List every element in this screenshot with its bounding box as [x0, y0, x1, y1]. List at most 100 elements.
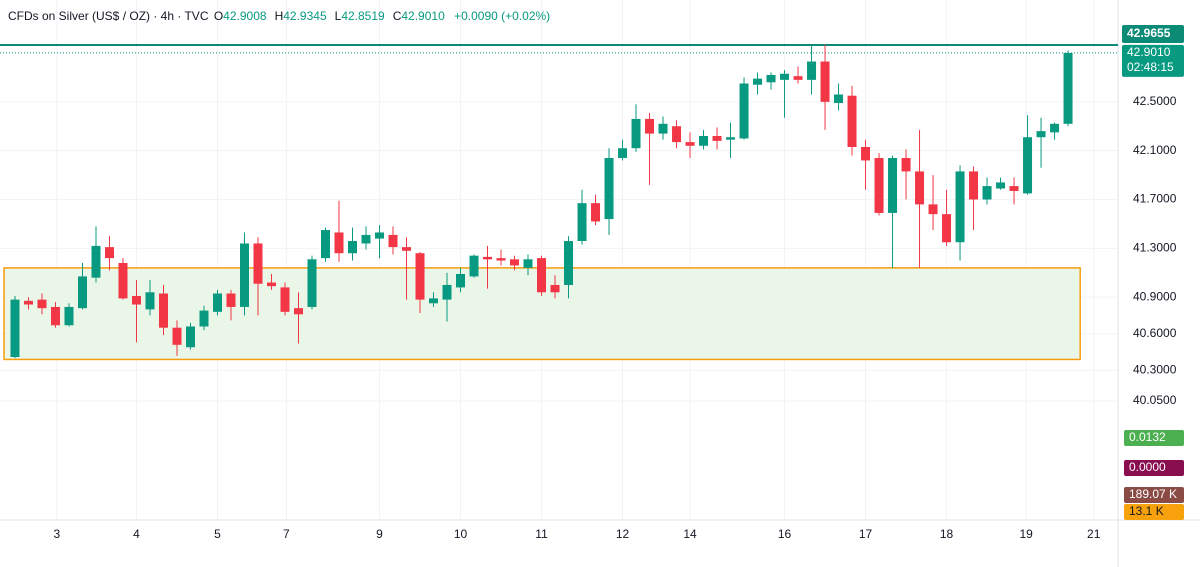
x-tick-label: 17: [859, 527, 873, 541]
chart-title: CFDs on Silver (US$ / OZ) · 4h · TVC: [8, 9, 209, 23]
candle-body: [982, 186, 992, 200]
candle-body: [77, 276, 87, 309]
candle-body: [212, 293, 222, 312]
candle-body: [104, 247, 114, 259]
legend-header: CFDs on Silver (US$ / OZ) · 4h · TVC O42…: [8, 9, 556, 23]
y-tick-label: 40.6000: [1133, 326, 1177, 340]
indicator-label: 0.0132: [1129, 430, 1166, 444]
candle-body: [888, 157, 898, 213]
indicator-label: 0.0000: [1129, 460, 1166, 474]
candle-body: [294, 308, 304, 315]
candle-body: [375, 232, 385, 239]
ohlc-value: 42.9345: [283, 9, 327, 23]
candle-body: [766, 74, 776, 83]
x-tick-label: 19: [1020, 527, 1034, 541]
candle-body: [739, 83, 749, 139]
candle-body: [820, 61, 830, 102]
candle-body: [50, 306, 60, 326]
candle-body: [645, 118, 655, 134]
candle-body: [1036, 131, 1046, 138]
x-tick-label: 11: [535, 527, 548, 541]
candle-body: [91, 245, 101, 278]
candle-body: [942, 214, 952, 243]
candle-body: [699, 136, 709, 146]
x-tick-label: 5: [214, 527, 221, 541]
candle-body: [267, 282, 277, 287]
candle-body: [239, 243, 249, 307]
candle-body: [564, 241, 574, 285]
candle-body: [969, 171, 979, 200]
candle-body: [618, 148, 628, 158]
last-price-box: [1122, 44, 1184, 77]
y-tick-label: 40.9000: [1133, 289, 1177, 303]
candle-body: [685, 142, 695, 146]
candle-body: [658, 123, 668, 134]
candle-body: [321, 230, 331, 259]
candle-body: [469, 255, 479, 277]
y-tick-label: 42.1000: [1133, 143, 1177, 157]
candle-body: [577, 203, 587, 242]
candle-body: [793, 76, 803, 80]
x-tick-label: 3: [53, 527, 60, 541]
candle-body: [158, 293, 168, 328]
candle-body: [523, 259, 533, 268]
ohlc-value: 42.9008: [223, 9, 267, 23]
candle-body: [348, 241, 358, 254]
candle-body: [550, 284, 560, 293]
candle-body: [23, 300, 33, 305]
candle-body: [928, 204, 938, 215]
candle-body: [591, 203, 601, 222]
x-tick-label: 7: [283, 527, 290, 541]
x-tick-label: 10: [454, 527, 468, 541]
y-tick-label: 42.5000: [1133, 94, 1177, 108]
x-tick-label: 14: [683, 527, 697, 541]
candle-body: [726, 137, 736, 140]
candle-body: [631, 118, 641, 149]
candle-body: [1009, 186, 1019, 191]
ohlc-value: 42.8519: [341, 9, 385, 23]
candle-body: [874, 157, 884, 213]
x-tick-label: 16: [778, 527, 792, 541]
ohlc-value: 42.9010: [401, 9, 445, 23]
ohlc-key: C: [392, 9, 402, 23]
y-tick-label: 40.3000: [1133, 363, 1177, 377]
candle-body: [226, 293, 236, 307]
ohlc-key: O: [213, 9, 224, 23]
candle-body: [429, 298, 439, 304]
hline-label: 42.9655: [1127, 26, 1171, 40]
y-tick-label: 40.0500: [1133, 393, 1177, 407]
candle-body: [361, 234, 371, 244]
candle-body: [64, 306, 74, 326]
indicator-label: 13.1 K: [1129, 504, 1164, 518]
candle-body: [185, 326, 195, 348]
candle-body: [1023, 137, 1033, 194]
candle-body: [861, 147, 871, 161]
candle-body: [672, 126, 682, 143]
candle-body: [388, 234, 398, 248]
candle-body: [37, 299, 47, 309]
candle-body: [172, 327, 182, 345]
y-tick-label: 41.7000: [1133, 192, 1177, 206]
candle-body: [402, 247, 412, 251]
x-tick-label: 18: [940, 527, 954, 541]
candle-body: [807, 61, 817, 80]
candle-body: [915, 171, 925, 205]
candle-body: [334, 232, 344, 254]
indicator-label: 189.07 K: [1129, 487, 1177, 501]
candle-body: [496, 258, 506, 261]
candle-body: [996, 182, 1006, 189]
y-tick-label: 41.3000: [1133, 241, 1177, 255]
candle-body: [847, 95, 857, 148]
candle-body: [415, 253, 425, 300]
candle-body: [510, 259, 520, 266]
candle-body: [834, 94, 844, 104]
candle-body: [280, 287, 290, 312]
candle-body: [442, 284, 452, 300]
candle-body: [712, 136, 722, 141]
x-tick-label: 21: [1087, 527, 1101, 541]
candle-body: [131, 295, 141, 305]
candle-body: [307, 259, 317, 307]
last-price-label: 42.9010: [1127, 45, 1171, 59]
